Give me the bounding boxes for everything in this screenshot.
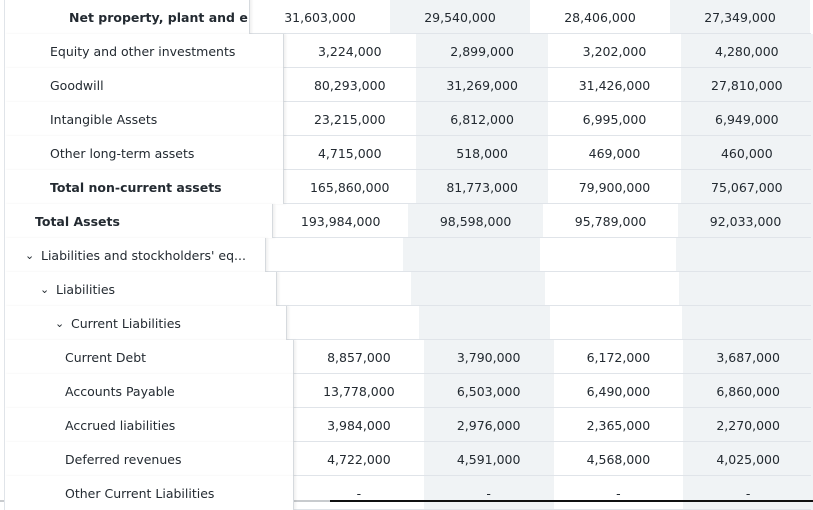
row-label-toggle[interactable]: ⌄ Liabilities xyxy=(4,272,277,306)
cell-value: 2,365,000 xyxy=(586,417,651,433)
cell-value: 2,976,000 xyxy=(423,408,554,442)
cell-value: 4,722,000 xyxy=(327,451,391,467)
table-row: Other long-term assets 4,715,000 518,000… xyxy=(0,136,813,170)
cell-value: 4,280,000 xyxy=(680,34,813,68)
chevron-down-icon[interactable]: ⌄ xyxy=(40,282,50,296)
cell-value xyxy=(410,272,545,306)
cell-value: 31,426,000 xyxy=(578,77,651,93)
row-label-toggle[interactable]: ⌄ Current Liabilities xyxy=(4,306,288,340)
cell-value: 6,860,000 xyxy=(683,374,813,408)
cell-value: 4,715,000 xyxy=(317,145,382,161)
cell-value xyxy=(545,272,679,306)
cell-value xyxy=(418,306,551,340)
cell-value xyxy=(402,238,540,272)
table-row: Accrued liabilities 3,984,000 2,976,000 … xyxy=(0,408,813,442)
table-row: Deferred revenues 4,722,000 4,591,000 4,… xyxy=(0,442,813,476)
row-label: Total Assets xyxy=(4,204,274,238)
row-label: Other Current Liabilities xyxy=(4,476,294,510)
table-row: Current Debt 8,857,000 3,790,000 6,172,0… xyxy=(0,340,813,374)
cell-value: 518,000 xyxy=(415,136,549,170)
cell-value: 2,899,000 xyxy=(415,34,549,68)
table-row: Equity and other investments 3,224,000 2… xyxy=(0,34,813,68)
cell-value: 92,033,000 xyxy=(678,204,813,238)
cell-value: 75,067,000 xyxy=(680,170,813,204)
cell-value: 3,984,000 xyxy=(327,417,391,433)
cell-value xyxy=(681,306,813,340)
cell-value: - xyxy=(683,476,813,510)
row-label: Total non-current assets xyxy=(4,170,284,204)
cell-value: 6,490,000 xyxy=(586,383,651,399)
cell-value: 4,568,000 xyxy=(586,451,651,467)
cell-value: 193,984,000 xyxy=(300,213,381,229)
cell-value: 23,215,000 xyxy=(313,111,386,127)
cell-value: 13,778,000 xyxy=(323,383,395,399)
cell-value xyxy=(678,272,813,306)
row-label: Liabilities xyxy=(56,281,116,297)
cell-value: 95,789,000 xyxy=(574,213,647,229)
row-label: Liabilities and stockholders' eq... xyxy=(41,247,246,263)
cell-value: 81,773,000 xyxy=(415,170,549,204)
row-label: Other long-term assets xyxy=(4,136,284,170)
cell-value xyxy=(550,306,681,340)
cell-value: 6,172,000 xyxy=(586,349,651,365)
table-row: Total non-current assets 165,860,000 81,… xyxy=(0,170,813,204)
cell-value: 4,025,000 xyxy=(683,442,813,476)
table-row: Net property, plant and e... 31,603,000 … xyxy=(0,0,813,34)
cell-value: 165,860,000 xyxy=(309,179,390,195)
table-row-expandable[interactable]: ⌄ Liabilities xyxy=(0,272,813,306)
cell-value xyxy=(277,272,411,306)
cell-value: 29,540,000 xyxy=(390,0,530,34)
cell-value: 6,503,000 xyxy=(423,374,554,408)
cell-value: 6,949,000 xyxy=(680,102,813,136)
cell-value: 469,000 xyxy=(588,145,641,161)
row-label: Current Liabilities xyxy=(71,315,181,331)
cell-value: - xyxy=(616,485,621,501)
table-row: Other Current Liabilities - - - - xyxy=(0,476,813,510)
row-label: Accrued liabilities xyxy=(4,408,294,442)
cell-value: 31,603,000 xyxy=(284,9,356,25)
cell-value xyxy=(540,238,677,272)
cell-value: 3,202,000 xyxy=(582,43,647,59)
table-row-expandable[interactable]: ⌄ Current Liabilities xyxy=(0,306,813,340)
cell-value: 6,812,000 xyxy=(415,102,549,136)
row-label: Equity and other investments xyxy=(4,34,284,68)
cell-value: 79,900,000 xyxy=(578,179,651,195)
cell-value: 3,224,000 xyxy=(317,43,382,59)
cell-value: 80,293,000 xyxy=(313,77,386,93)
cell-value: 98,598,000 xyxy=(408,204,544,238)
table-row: Accounts Payable 13,778,000 6,503,000 6,… xyxy=(0,374,813,408)
cell-value xyxy=(676,238,813,272)
table-row: Intangible Assets 23,215,000 6,812,000 6… xyxy=(0,102,813,136)
row-label-toggle[interactable]: ⌄ Liabilities and stockholders' eq... xyxy=(4,238,267,272)
chevron-down-icon[interactable]: ⌄ xyxy=(55,316,65,330)
cell-value: - xyxy=(423,476,554,510)
cell-value: 27,810,000 xyxy=(680,68,813,102)
row-label: Current Debt xyxy=(4,340,294,374)
cell-value: 27,349,000 xyxy=(670,0,810,34)
cell-value: 8,857,000 xyxy=(327,349,391,365)
cell-value: 31,269,000 xyxy=(415,68,549,102)
row-label: Deferred revenues xyxy=(4,442,294,476)
row-label: Net property, plant and e... xyxy=(4,0,250,34)
table-row-expandable[interactable]: ⌄ Liabilities and stockholders' eq... xyxy=(0,238,813,272)
cell-value: 6,995,000 xyxy=(582,111,647,127)
table-row: Total Assets 193,984,000 98,598,000 95,7… xyxy=(0,204,813,238)
cell-value: - xyxy=(356,485,362,501)
table-row: Goodwill 80,293,000 31,269,000 31,426,00… xyxy=(0,68,813,102)
cell-value: 2,270,000 xyxy=(683,408,813,442)
row-label: Goodwill xyxy=(4,68,284,102)
chevron-down-icon[interactable]: ⌄ xyxy=(25,248,35,262)
cell-value xyxy=(287,306,418,340)
cell-value xyxy=(266,238,403,272)
cell-value: 4,591,000 xyxy=(423,442,554,476)
horizontal-scrollbar-thumb[interactable] xyxy=(330,500,813,502)
cell-value: 460,000 xyxy=(680,136,813,170)
row-label: Accounts Payable xyxy=(4,374,294,408)
row-label: Intangible Assets xyxy=(4,102,284,136)
cell-value: 3,790,000 xyxy=(423,340,554,374)
cell-value: 3,687,000 xyxy=(683,340,813,374)
cell-value: 28,406,000 xyxy=(564,9,636,25)
